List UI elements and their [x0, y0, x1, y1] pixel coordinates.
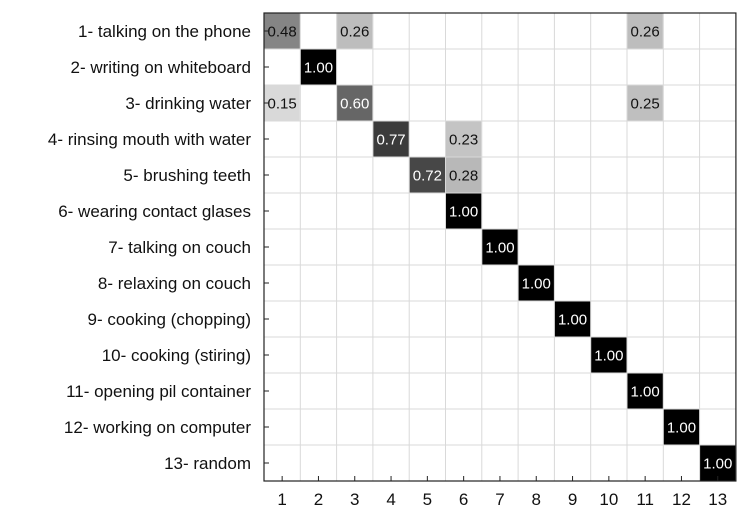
cell-value-label: 1.00 — [667, 420, 696, 437]
heatmap-cell — [373, 121, 409, 157]
cell-value-label: 0.77 — [376, 132, 405, 149]
heatmap-cell — [300, 49, 337, 85]
heatmap-cell — [264, 13, 300, 49]
y-tick-label: 5- brushing teeth — [123, 166, 251, 185]
cell-value-label: 1.00 — [631, 384, 660, 401]
x-tick-label: 10 — [599, 490, 618, 509]
heatmap-cell — [554, 301, 591, 337]
y-tick-label: 10- cooking (stiring) — [102, 346, 251, 365]
cell-value-label: 1.00 — [522, 276, 551, 293]
y-tick-labels: 1- talking on the phone 2- writing on whi… — [48, 22, 269, 473]
heatmap-cell — [337, 13, 373, 49]
x-tick-label: 2 — [314, 490, 323, 509]
y-tick-label: 11- opening pil container — [66, 382, 251, 401]
cell-value-label: 1.00 — [703, 456, 732, 473]
heatmap-cell — [627, 85, 663, 121]
x-tick-labels: 1 2 3 4 5 6 7 8 9 10 11 12 13 — [277, 476, 727, 509]
cell-value-label: 1.00 — [485, 240, 514, 257]
x-tick-label: 13 — [708, 490, 727, 509]
y-tick-label: 3- drinking water — [125, 94, 251, 113]
y-tick-label: 12- working on computer — [64, 418, 251, 437]
cell-value-label: 0.60 — [340, 96, 369, 113]
x-tick-label: 6 — [459, 490, 468, 509]
heatmap-cell — [627, 13, 663, 49]
cell-value-label: 0.15 — [268, 96, 297, 113]
cell-value-label: 0.48 — [268, 24, 297, 41]
y-tick-label: 7- talking on couch — [108, 238, 251, 257]
x-tick-label: 5 — [423, 490, 432, 509]
heatmap-cells: 0.48 0.26 0.26 1.00 0.15 0.60 0.25 0.77 0.23 0.72… — [264, 13, 736, 481]
heatmap-cell — [337, 85, 373, 121]
x-tick-label: 9 — [568, 490, 577, 509]
y-tick-label: 4- rinsing mouth with water — [48, 130, 251, 149]
heatmap-cell — [627, 373, 663, 409]
x-tick-label: 1 — [277, 490, 286, 509]
x-tick-label: 7 — [495, 490, 504, 509]
heatmap-cell — [446, 157, 482, 193]
cell-value-label: 1.00 — [304, 60, 333, 77]
cell-value-label: 0.25 — [631, 96, 660, 113]
cell-value-label: 1.00 — [594, 348, 623, 365]
heatmap-cell — [446, 193, 482, 229]
x-tick-label: 11 — [636, 490, 654, 509]
cell-value-label: 1.00 — [449, 204, 478, 221]
y-tick-label: 8- relaxing on couch — [98, 274, 251, 293]
heatmap-cell — [482, 229, 518, 265]
heatmap-cell — [591, 337, 627, 373]
cell-value-label: 0.23 — [449, 132, 478, 149]
heatmap-cell — [700, 445, 736, 481]
heatmap-cell — [264, 85, 300, 121]
heatmap-cell — [446, 121, 482, 157]
y-tick-label: 6- wearing contact glases — [58, 202, 251, 221]
cell-value-label: 1.00 — [558, 312, 587, 329]
cell-value-label: 0.26 — [631, 24, 660, 41]
x-tick-label: 4 — [386, 490, 395, 509]
y-tick-label: 13- random — [164, 454, 251, 473]
cell-value-label: 0.26 — [340, 24, 369, 41]
cell-value-label: 0.28 — [449, 168, 478, 185]
grid-lines — [264, 13, 736, 481]
heatmap-cell — [409, 157, 445, 193]
y-tick-label: 9- cooking (chopping) — [88, 310, 251, 329]
cell-value-label: 0.72 — [413, 168, 442, 185]
x-tick-label: 3 — [350, 490, 359, 509]
x-tick-label: 12 — [672, 490, 691, 509]
heatmap-cell — [518, 265, 554, 301]
y-tick-label: 1- talking on the phone — [78, 22, 251, 41]
heatmap-cell — [663, 409, 700, 445]
y-tick-label: 2- writing on whiteboard — [71, 58, 251, 77]
x-tick-label: 8 — [532, 490, 541, 509]
